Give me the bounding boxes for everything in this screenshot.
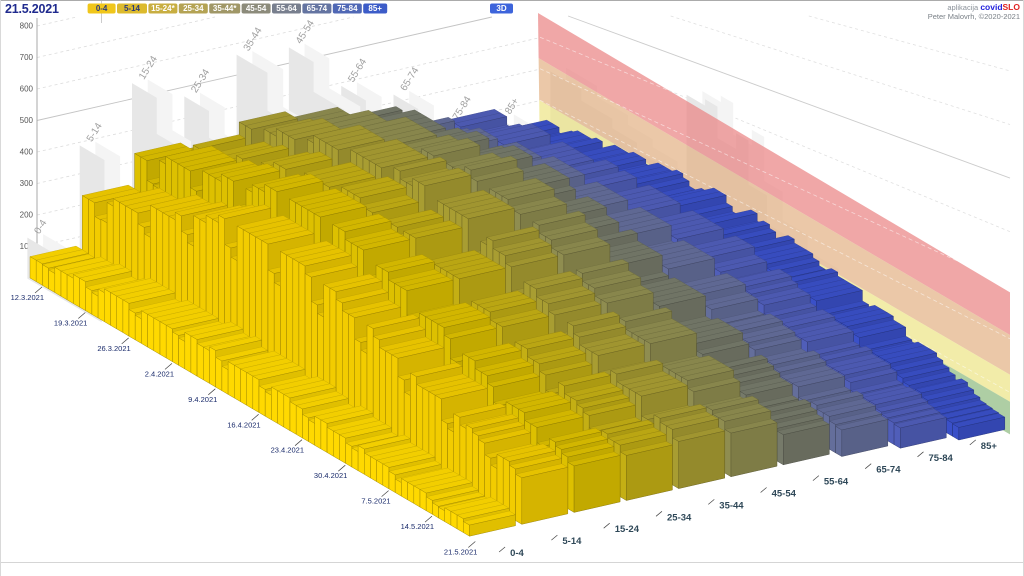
svg-text:600: 600 xyxy=(20,85,34,94)
svg-text:12.3.2021: 12.3.2021 xyxy=(11,293,44,302)
svg-text:85+: 85+ xyxy=(981,441,998,452)
svg-text:65-74: 65-74 xyxy=(876,465,901,476)
svg-text:19.3.2021: 19.3.2021 xyxy=(54,319,87,328)
svg-text:5-14: 5-14 xyxy=(562,536,582,547)
svg-text:26.3.2021: 26.3.2021 xyxy=(97,344,130,353)
svg-text:3D: 3D xyxy=(496,4,506,13)
svg-text:14.5.2021: 14.5.2021 xyxy=(401,522,434,531)
svg-text:aplikacija covidSLO: aplikacija covidSLO xyxy=(947,2,1020,12)
svg-text:0-4: 0-4 xyxy=(510,548,524,559)
svg-text:800: 800 xyxy=(20,22,34,31)
svg-text:400: 400 xyxy=(20,148,34,157)
svg-text:23.4.2021: 23.4.2021 xyxy=(271,446,304,455)
svg-text:45-54: 45-54 xyxy=(772,489,797,500)
svg-text:25-34: 25-34 xyxy=(183,4,204,13)
svg-text:15-24: 15-24 xyxy=(615,524,640,535)
svg-text:200: 200 xyxy=(20,211,34,220)
svg-text:2.4.2021: 2.4.2021 xyxy=(145,369,174,378)
svg-text:45-54: 45-54 xyxy=(246,4,267,13)
svg-text:85+: 85+ xyxy=(368,4,382,13)
svg-text:30.4.2021: 30.4.2021 xyxy=(314,471,347,480)
svg-text:75-84: 75-84 xyxy=(929,453,954,464)
svg-text:500: 500 xyxy=(20,116,34,125)
svg-text:35-44: 35-44 xyxy=(719,500,744,511)
svg-text:100: 100 xyxy=(20,242,34,251)
svg-text:65-74: 65-74 xyxy=(307,4,328,13)
svg-text:300: 300 xyxy=(20,179,34,188)
svg-text:35-44*: 35-44* xyxy=(213,4,237,13)
svg-text:55-64: 55-64 xyxy=(824,477,849,488)
svg-text:Peter Malovrh, ©2020-2021: Peter Malovrh, ©2020-2021 xyxy=(928,12,1020,21)
svg-text:700: 700 xyxy=(20,53,34,62)
svg-text:0-4: 0-4 xyxy=(96,4,108,13)
svg-text:21.5.2021: 21.5.2021 xyxy=(444,548,477,557)
svg-text:15-24*: 15-24* xyxy=(151,4,175,13)
svg-text:55-64: 55-64 xyxy=(276,4,297,13)
svg-text:16.4.2021: 16.4.2021 xyxy=(227,420,260,429)
svg-text:21.5.2021: 21.5.2021 xyxy=(5,2,59,16)
svg-text:7.5.2021: 7.5.2021 xyxy=(361,497,390,506)
svg-text:9.4.2021: 9.4.2021 xyxy=(188,395,217,404)
svg-text:75-84: 75-84 xyxy=(337,4,358,13)
svg-text:25-34: 25-34 xyxy=(667,512,692,523)
svg-text:5-14: 5-14 xyxy=(124,4,141,13)
